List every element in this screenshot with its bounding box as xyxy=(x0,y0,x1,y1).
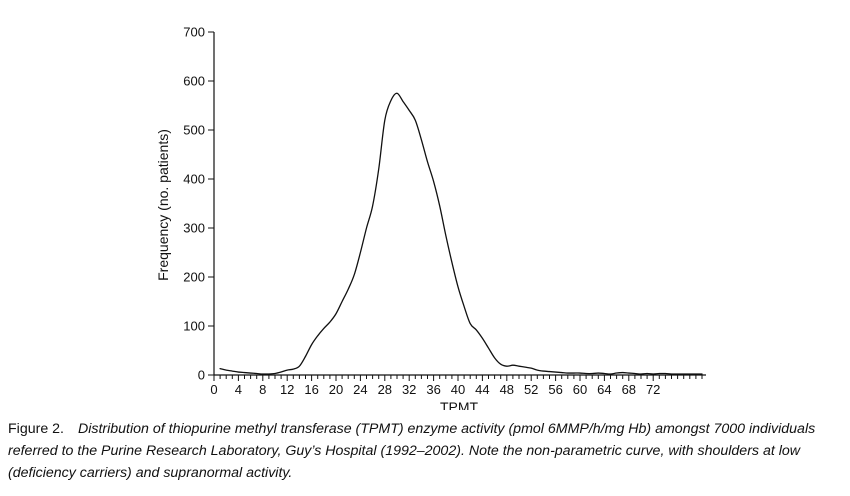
x-tick-label: 56 xyxy=(548,382,562,397)
x-tick-label: 16 xyxy=(304,382,318,397)
x-tick-label: 64 xyxy=(597,382,611,397)
x-tick-label: 8 xyxy=(259,382,266,397)
x-tick-label: 24 xyxy=(353,382,367,397)
series-line-0 xyxy=(219,92,703,375)
x-tick-label: 68 xyxy=(622,382,636,397)
series-layer xyxy=(219,92,703,375)
figure-caption-text: Distribution of thiopurine methyl transf… xyxy=(8,421,816,481)
x-tick-label: 40 xyxy=(451,382,465,397)
x-tick-label: 32 xyxy=(402,382,416,397)
frequency-chart: 0 4 8 12 16 20 24 28 32 36 40 44 48 52 56 60 64 68 72 0100… xyxy=(155,25,706,410)
x-tick-label: 0 xyxy=(210,382,217,397)
y-tick-label: 500 xyxy=(183,123,205,138)
x-axis-title: TPMT xyxy=(440,399,479,410)
x-tick-label: 4 xyxy=(235,382,242,397)
x-tick-label: 20 xyxy=(329,382,343,397)
y-tick-label: 700 xyxy=(183,25,205,40)
x-tick-label: 12 xyxy=(280,382,294,397)
y-tick-label: 0 xyxy=(198,368,205,383)
y-tick-label: 400 xyxy=(183,172,205,187)
y-tick-label: 600 xyxy=(183,74,205,89)
y-tick-label: 300 xyxy=(183,221,205,236)
x-tick-label: 60 xyxy=(573,382,587,397)
y-tick-label: 100 xyxy=(183,319,205,334)
x-tick-label: 36 xyxy=(426,382,440,397)
y-axis-ticks: 0 100 200 300 400 500 600 700 xyxy=(183,25,214,383)
figure-label: Figure 2. xyxy=(8,421,64,437)
x-tick-label: 44 xyxy=(475,382,489,397)
y-tick-label: 200 xyxy=(183,270,205,285)
x-tick-label: 72 xyxy=(646,382,660,397)
x-tick-label: 48 xyxy=(500,382,514,397)
chart-axes xyxy=(213,32,706,376)
y-axis-title: Frequency (no. patients) xyxy=(155,129,171,281)
figure-caption: Figure 2. Distribution of thiopurine met… xyxy=(8,418,844,484)
x-tick-label: 28 xyxy=(378,382,392,397)
x-axis-ticks: 0 4 8 12 16 20 24 28 32 36 40 44 48 52 56 60 64 68 72 xyxy=(210,375,703,397)
x-tick-label: 52 xyxy=(524,382,538,397)
